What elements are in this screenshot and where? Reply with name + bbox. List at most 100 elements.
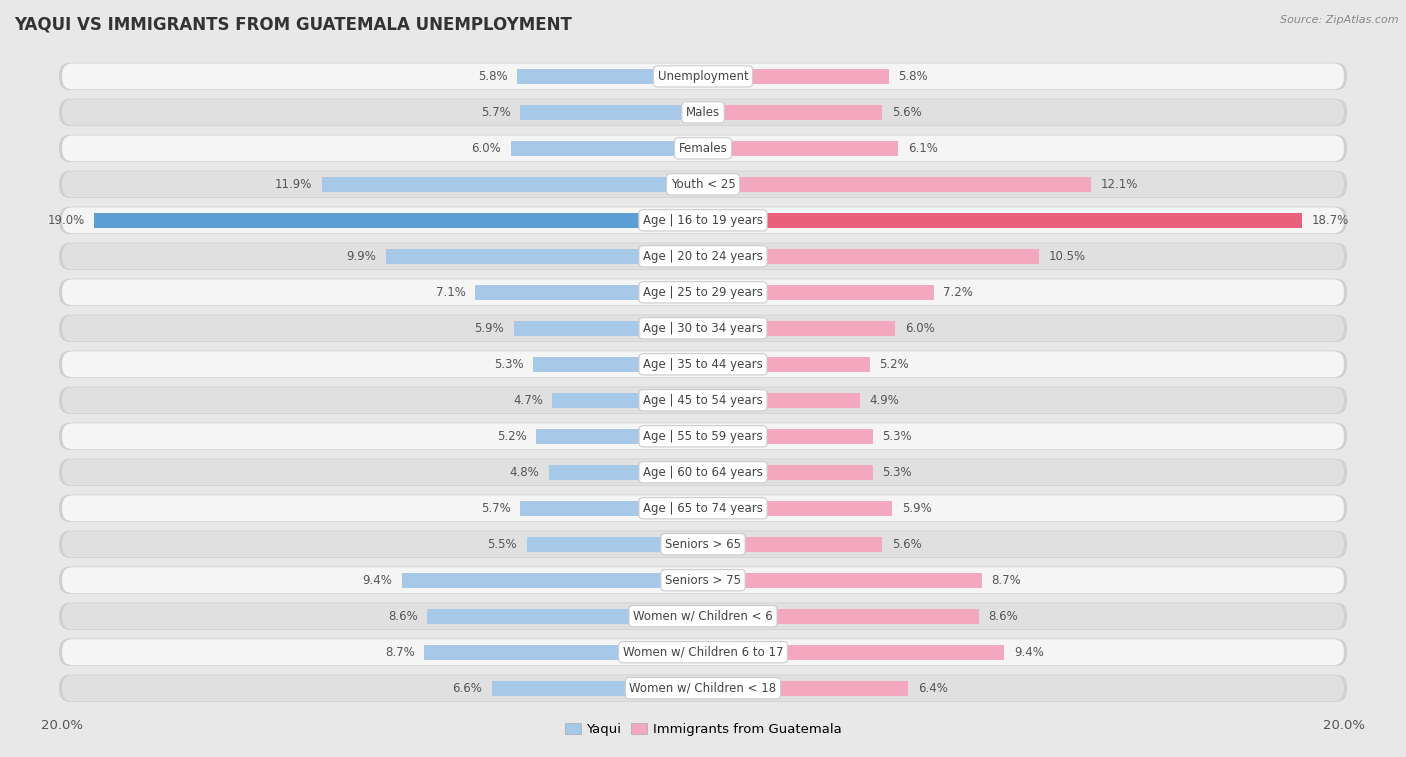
FancyBboxPatch shape xyxy=(59,243,1347,270)
Text: 11.9%: 11.9% xyxy=(274,178,312,191)
FancyBboxPatch shape xyxy=(703,357,870,372)
Text: Women w/ Children < 6: Women w/ Children < 6 xyxy=(633,609,773,623)
FancyBboxPatch shape xyxy=(425,645,703,660)
FancyBboxPatch shape xyxy=(703,249,1039,264)
Text: 6.6%: 6.6% xyxy=(451,682,482,695)
Text: 4.9%: 4.9% xyxy=(870,394,900,407)
FancyBboxPatch shape xyxy=(533,357,703,372)
Text: Age | 30 to 34 years: Age | 30 to 34 years xyxy=(643,322,763,335)
FancyBboxPatch shape xyxy=(59,207,1347,234)
FancyBboxPatch shape xyxy=(703,69,889,84)
FancyBboxPatch shape xyxy=(59,170,1347,198)
Text: 9.9%: 9.9% xyxy=(346,250,377,263)
Text: 8.7%: 8.7% xyxy=(385,646,415,659)
Text: 5.3%: 5.3% xyxy=(883,430,912,443)
Legend: Yaqui, Immigrants from Guatemala: Yaqui, Immigrants from Guatemala xyxy=(560,718,846,741)
FancyBboxPatch shape xyxy=(62,64,1344,89)
FancyBboxPatch shape xyxy=(59,566,1347,594)
FancyBboxPatch shape xyxy=(703,645,1004,660)
FancyBboxPatch shape xyxy=(703,681,908,696)
FancyBboxPatch shape xyxy=(62,243,1344,269)
FancyBboxPatch shape xyxy=(703,572,981,587)
FancyBboxPatch shape xyxy=(62,603,1344,629)
FancyBboxPatch shape xyxy=(427,609,703,624)
Text: 5.7%: 5.7% xyxy=(481,106,510,119)
Text: 12.1%: 12.1% xyxy=(1101,178,1137,191)
FancyBboxPatch shape xyxy=(59,422,1347,450)
Text: 5.6%: 5.6% xyxy=(891,537,922,551)
Text: Women w/ Children 6 to 17: Women w/ Children 6 to 17 xyxy=(623,646,783,659)
Text: 6.0%: 6.0% xyxy=(905,322,935,335)
Text: Unemployment: Unemployment xyxy=(658,70,748,83)
Text: 7.1%: 7.1% xyxy=(436,286,465,299)
FancyBboxPatch shape xyxy=(510,141,703,156)
FancyBboxPatch shape xyxy=(59,674,1347,702)
Text: 19.0%: 19.0% xyxy=(48,213,84,227)
FancyBboxPatch shape xyxy=(62,207,1344,233)
FancyBboxPatch shape xyxy=(62,675,1344,701)
Text: Youth < 25: Youth < 25 xyxy=(671,178,735,191)
Text: 5.8%: 5.8% xyxy=(478,70,508,83)
FancyBboxPatch shape xyxy=(703,177,1091,192)
FancyBboxPatch shape xyxy=(59,494,1347,522)
Text: 6.1%: 6.1% xyxy=(908,142,938,155)
FancyBboxPatch shape xyxy=(703,104,883,120)
Text: 5.5%: 5.5% xyxy=(488,537,517,551)
FancyBboxPatch shape xyxy=(520,104,703,120)
FancyBboxPatch shape xyxy=(703,537,883,552)
Text: 5.3%: 5.3% xyxy=(494,358,523,371)
FancyBboxPatch shape xyxy=(62,459,1344,485)
Text: 5.2%: 5.2% xyxy=(496,430,527,443)
FancyBboxPatch shape xyxy=(703,500,891,516)
FancyBboxPatch shape xyxy=(475,285,703,300)
FancyBboxPatch shape xyxy=(703,465,873,480)
Text: Age | 65 to 74 years: Age | 65 to 74 years xyxy=(643,502,763,515)
FancyBboxPatch shape xyxy=(62,279,1344,305)
Text: 5.7%: 5.7% xyxy=(481,502,510,515)
Text: Age | 20 to 24 years: Age | 20 to 24 years xyxy=(643,250,763,263)
Text: 5.9%: 5.9% xyxy=(901,502,931,515)
FancyBboxPatch shape xyxy=(59,459,1347,486)
Text: 5.3%: 5.3% xyxy=(883,466,912,478)
FancyBboxPatch shape xyxy=(62,351,1344,377)
FancyBboxPatch shape xyxy=(62,136,1344,161)
Text: 9.4%: 9.4% xyxy=(1014,646,1043,659)
Text: Seniors > 65: Seniors > 65 xyxy=(665,537,741,551)
Text: 9.4%: 9.4% xyxy=(363,574,392,587)
FancyBboxPatch shape xyxy=(536,428,703,444)
FancyBboxPatch shape xyxy=(62,531,1344,557)
FancyBboxPatch shape xyxy=(703,393,860,408)
Text: 5.9%: 5.9% xyxy=(475,322,505,335)
Text: Females: Females xyxy=(679,142,727,155)
Text: 5.6%: 5.6% xyxy=(891,106,922,119)
FancyBboxPatch shape xyxy=(703,213,1302,228)
FancyBboxPatch shape xyxy=(59,638,1347,666)
Text: Age | 16 to 19 years: Age | 16 to 19 years xyxy=(643,213,763,227)
Text: 6.0%: 6.0% xyxy=(471,142,501,155)
FancyBboxPatch shape xyxy=(703,321,896,336)
Text: 10.5%: 10.5% xyxy=(1049,250,1087,263)
FancyBboxPatch shape xyxy=(527,537,703,552)
FancyBboxPatch shape xyxy=(62,316,1344,341)
FancyBboxPatch shape xyxy=(59,98,1347,126)
FancyBboxPatch shape xyxy=(59,387,1347,414)
Text: 8.6%: 8.6% xyxy=(988,609,1018,623)
FancyBboxPatch shape xyxy=(520,500,703,516)
Text: 8.6%: 8.6% xyxy=(388,609,418,623)
Text: Age | 55 to 59 years: Age | 55 to 59 years xyxy=(643,430,763,443)
FancyBboxPatch shape xyxy=(59,63,1347,90)
FancyBboxPatch shape xyxy=(59,531,1347,558)
Text: 4.7%: 4.7% xyxy=(513,394,543,407)
FancyBboxPatch shape xyxy=(59,315,1347,342)
FancyBboxPatch shape xyxy=(703,428,873,444)
Text: Age | 25 to 29 years: Age | 25 to 29 years xyxy=(643,286,763,299)
FancyBboxPatch shape xyxy=(703,609,979,624)
FancyBboxPatch shape xyxy=(402,572,703,587)
Text: Seniors > 75: Seniors > 75 xyxy=(665,574,741,587)
Text: 6.4%: 6.4% xyxy=(918,682,948,695)
FancyBboxPatch shape xyxy=(703,285,934,300)
Text: Source: ZipAtlas.com: Source: ZipAtlas.com xyxy=(1281,15,1399,25)
FancyBboxPatch shape xyxy=(62,388,1344,413)
Text: 5.2%: 5.2% xyxy=(879,358,910,371)
FancyBboxPatch shape xyxy=(517,69,703,84)
